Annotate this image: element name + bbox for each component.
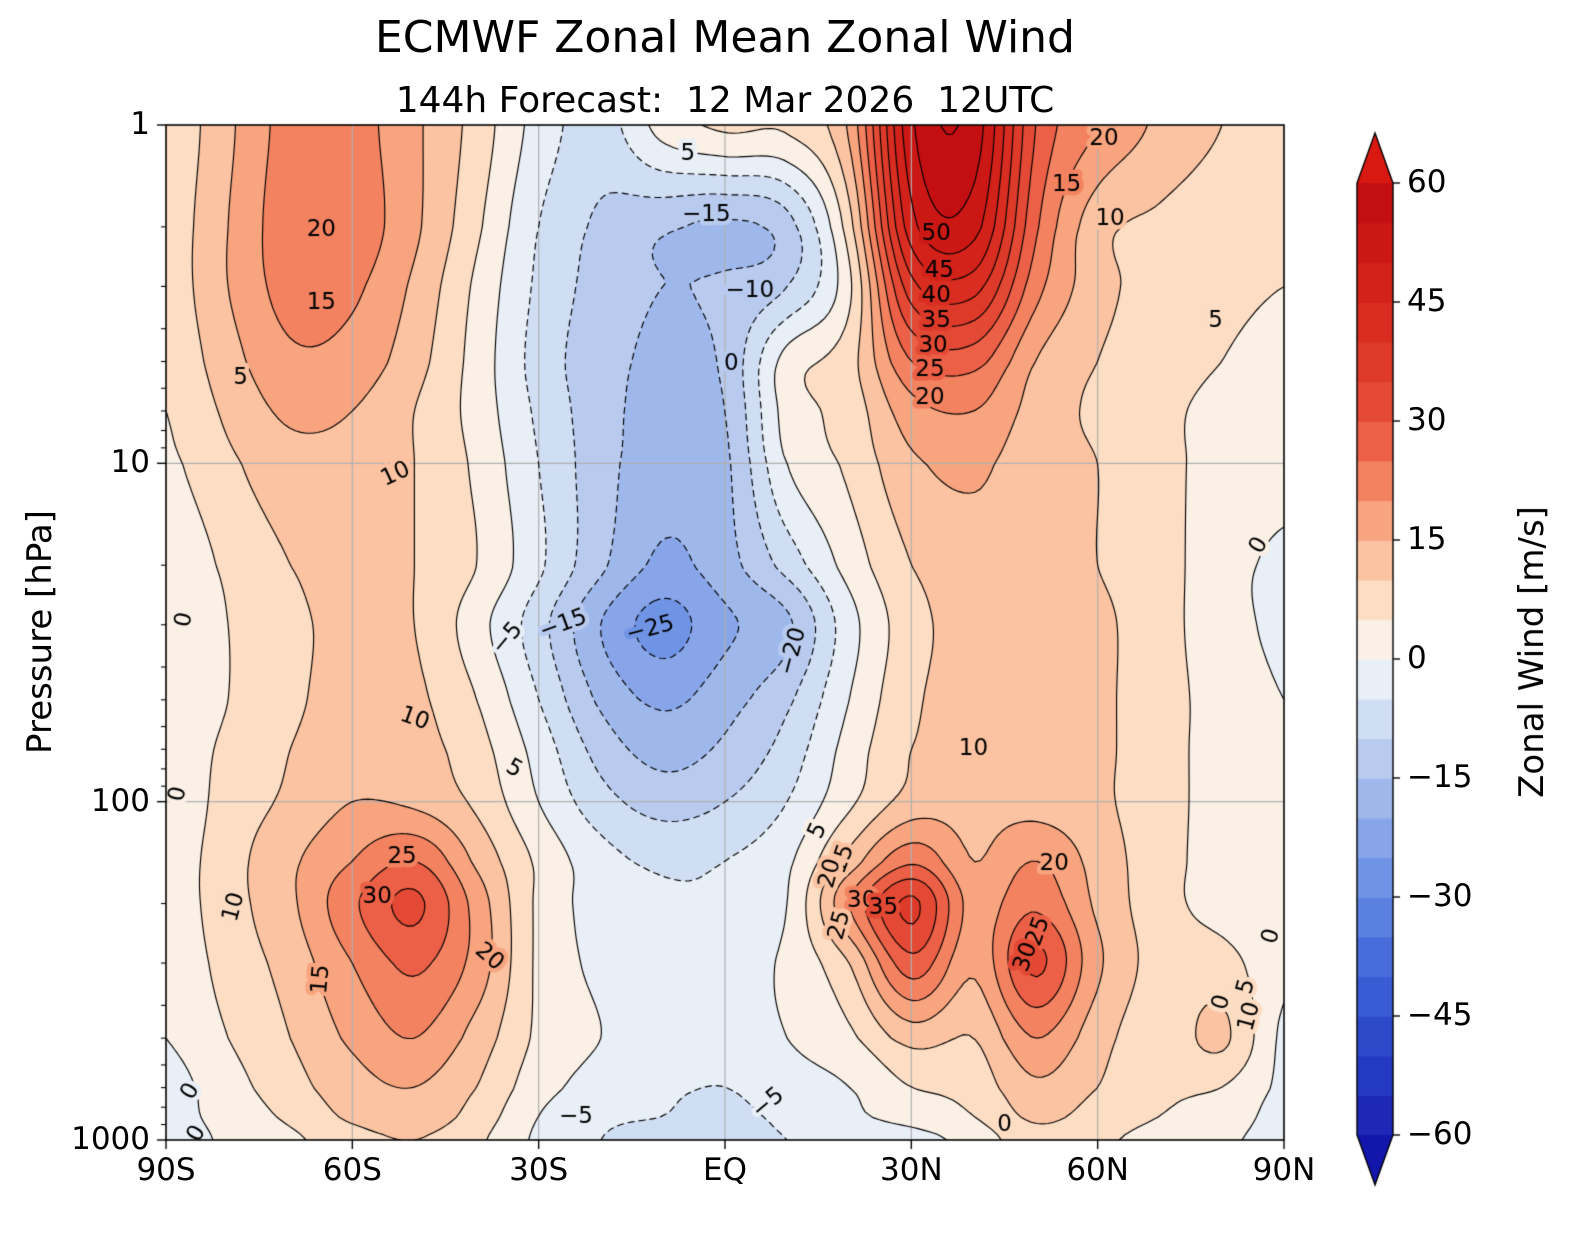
colorbar-tick-label: 45: [1407, 283, 1447, 319]
colorbar-tick-label: −30: [1407, 878, 1473, 914]
colorbar-tick-label: 15: [1407, 521, 1447, 557]
colorbar-tick-label: 0: [1407, 640, 1427, 676]
x-tick-label: EQ: [703, 1152, 747, 1188]
y-tick-label: 10: [110, 444, 150, 481]
y-axis-label: Pressure [hPa]: [20, 510, 60, 754]
x-tick-label: 90N: [1252, 1152, 1316, 1188]
x-tick-label: 60N: [1066, 1152, 1129, 1188]
y-tick-label: 1: [130, 106, 150, 142]
colorbar-label: Zonal Wind [m/s]: [1512, 506, 1552, 798]
chart-subtitle: 144h Forecast: 12 Mar 2026 12UTC: [395, 80, 1055, 121]
x-tick-label: 60S: [322, 1152, 382, 1188]
x-tick-label: 90S: [136, 1152, 196, 1188]
x-tick-label: 30N: [880, 1152, 943, 1188]
colorbar-tick-label: 60: [1407, 164, 1447, 200]
colorbar-tick-label: −15: [1407, 759, 1473, 795]
colorbar-tick-label: −45: [1407, 997, 1473, 1033]
y-tick-label: 100: [90, 782, 150, 819]
colorbar-tick-label: 30: [1407, 402, 1447, 438]
chart-title: ECMWF Zonal Mean Zonal Wind: [375, 12, 1075, 63]
y-tick-label: 1000: [71, 1121, 150, 1157]
x-tick-label: 30S: [509, 1152, 569, 1188]
colorbar-tick-label: −60: [1407, 1116, 1473, 1152]
